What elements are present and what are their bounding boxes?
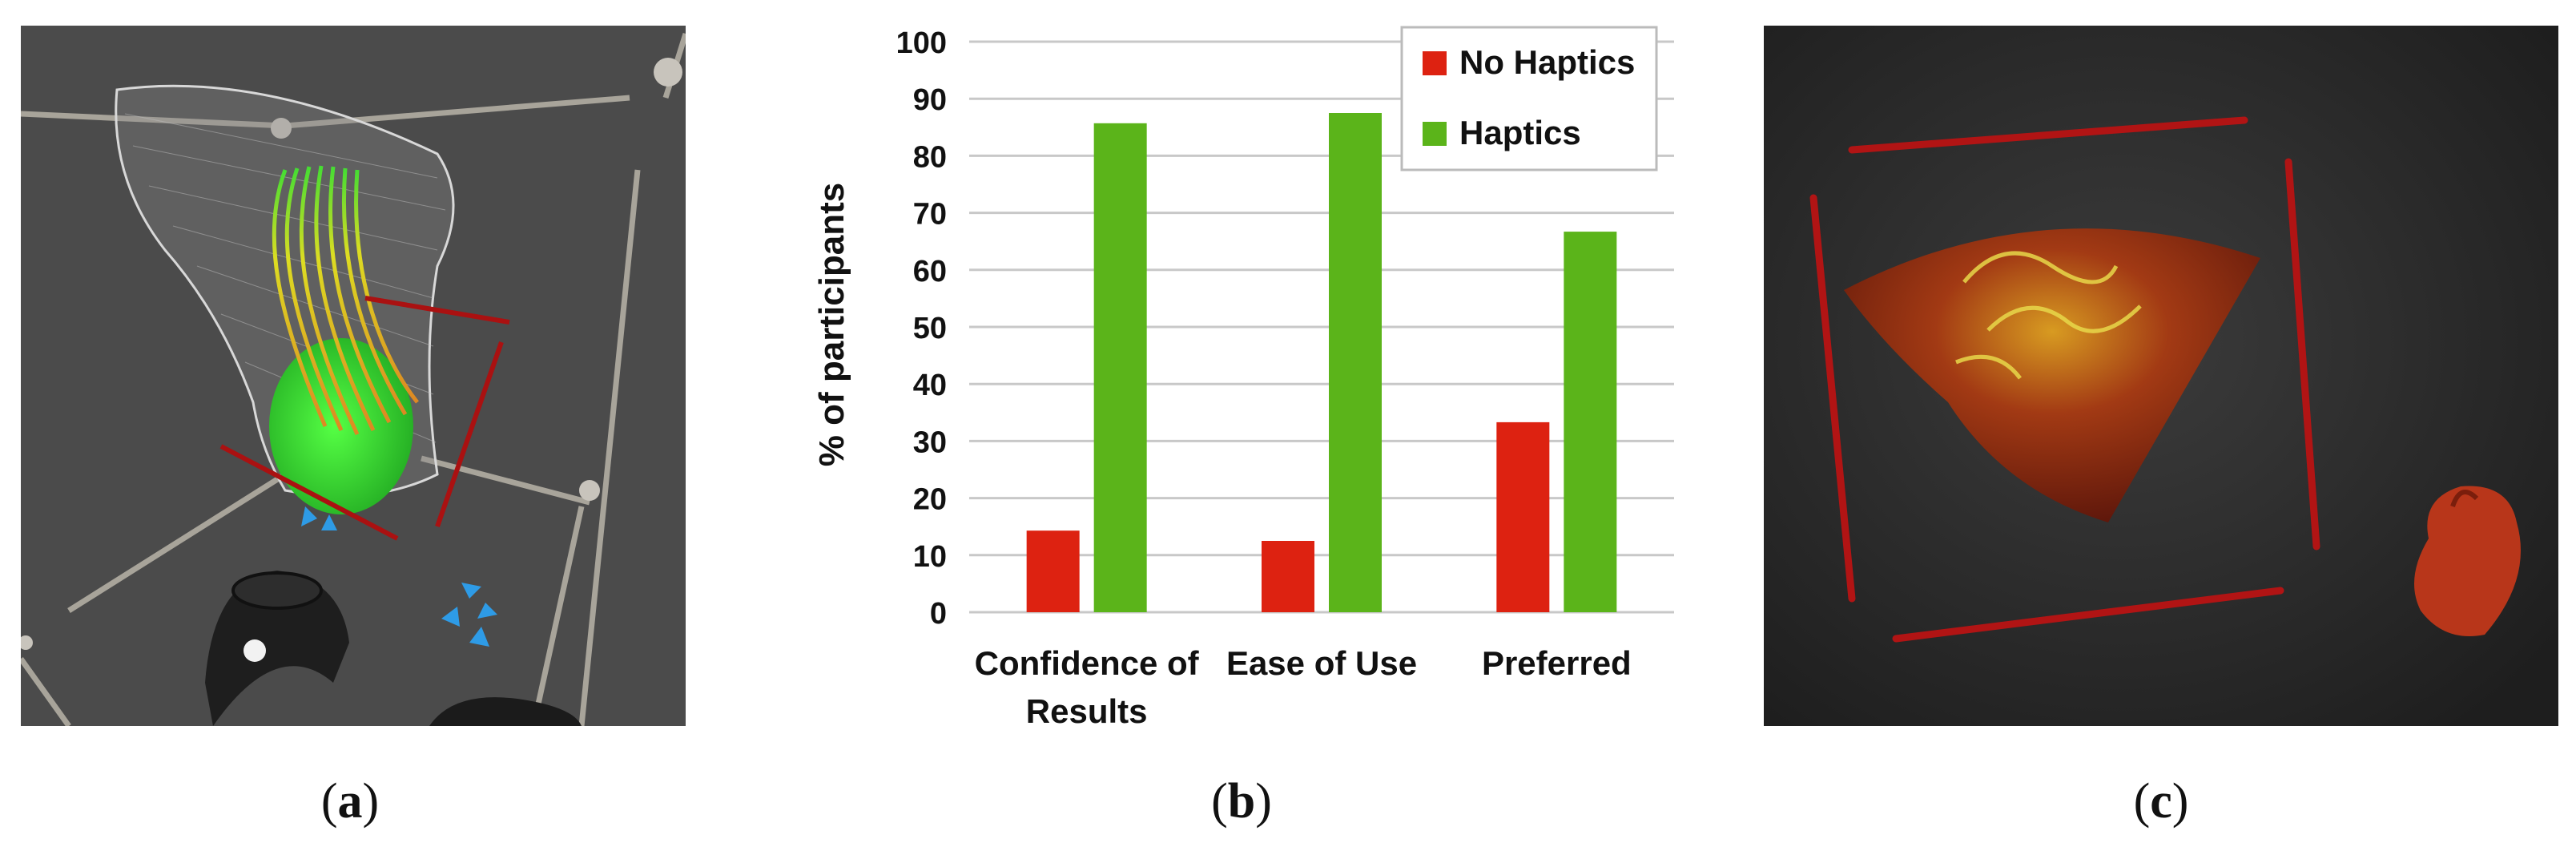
y-axis-label: % of participants [812, 183, 851, 467]
legend-box [1400, 26, 1658, 171]
y-tick-label: 10 [913, 540, 947, 574]
y-tick-label: 100 [896, 26, 947, 60]
x-axis-ticks: Confidence of Results Ease of Use Preferred [975, 644, 1632, 730]
legend-swatch [1423, 51, 1447, 75]
legend-label: No Haptics [1459, 43, 1635, 81]
x-tick-label: Confidence of Results [975, 644, 1200, 730]
chart-bars [1026, 113, 1617, 613]
image-panel-c [1764, 26, 2558, 726]
y-tick-label: 50 [913, 312, 947, 345]
bar-no-haptics [1262, 541, 1314, 612]
legend-label: Haptics [1459, 114, 1581, 151]
legend-swatch [1423, 122, 1447, 146]
y-tick-label: 80 [913, 140, 947, 174]
y-tick-label: 0 [930, 597, 947, 631]
bar-haptics [1329, 113, 1382, 612]
x-tick-label: Ease of Use [1226, 644, 1417, 682]
chart-legend: No Haptics Haptics [1400, 26, 1658, 171]
x-tick-label: Preferred [1482, 644, 1632, 682]
y-tick-label: 70 [913, 198, 947, 232]
y-tick-label: 30 [913, 426, 947, 459]
bar-haptics [1564, 232, 1617, 612]
image-panel-a [21, 26, 686, 726]
bar-haptics [1093, 123, 1147, 613]
vr-scene-image [21, 26, 686, 726]
caption-a: (a) [320, 774, 380, 829]
caption-c: (c) [2133, 774, 2189, 829]
caption-b: (b) [1211, 774, 1272, 829]
bar-chart: 0 10 20 30 40 50 60 70 80 90 100 Confidence of Resu… [812, 26, 1674, 730]
y-axis-ticks: 0 10 20 30 40 50 60 70 80 90 100 [896, 26, 947, 631]
bar-no-haptics [1496, 421, 1550, 612]
y-tick-label: 20 [913, 483, 947, 517]
y-tick-label: 40 [913, 369, 947, 402]
y-tick-label: 60 [913, 255, 947, 288]
volume-render-image [1764, 26, 2558, 726]
y-tick-label: 90 [913, 83, 947, 117]
bar-no-haptics [1026, 530, 1080, 612]
